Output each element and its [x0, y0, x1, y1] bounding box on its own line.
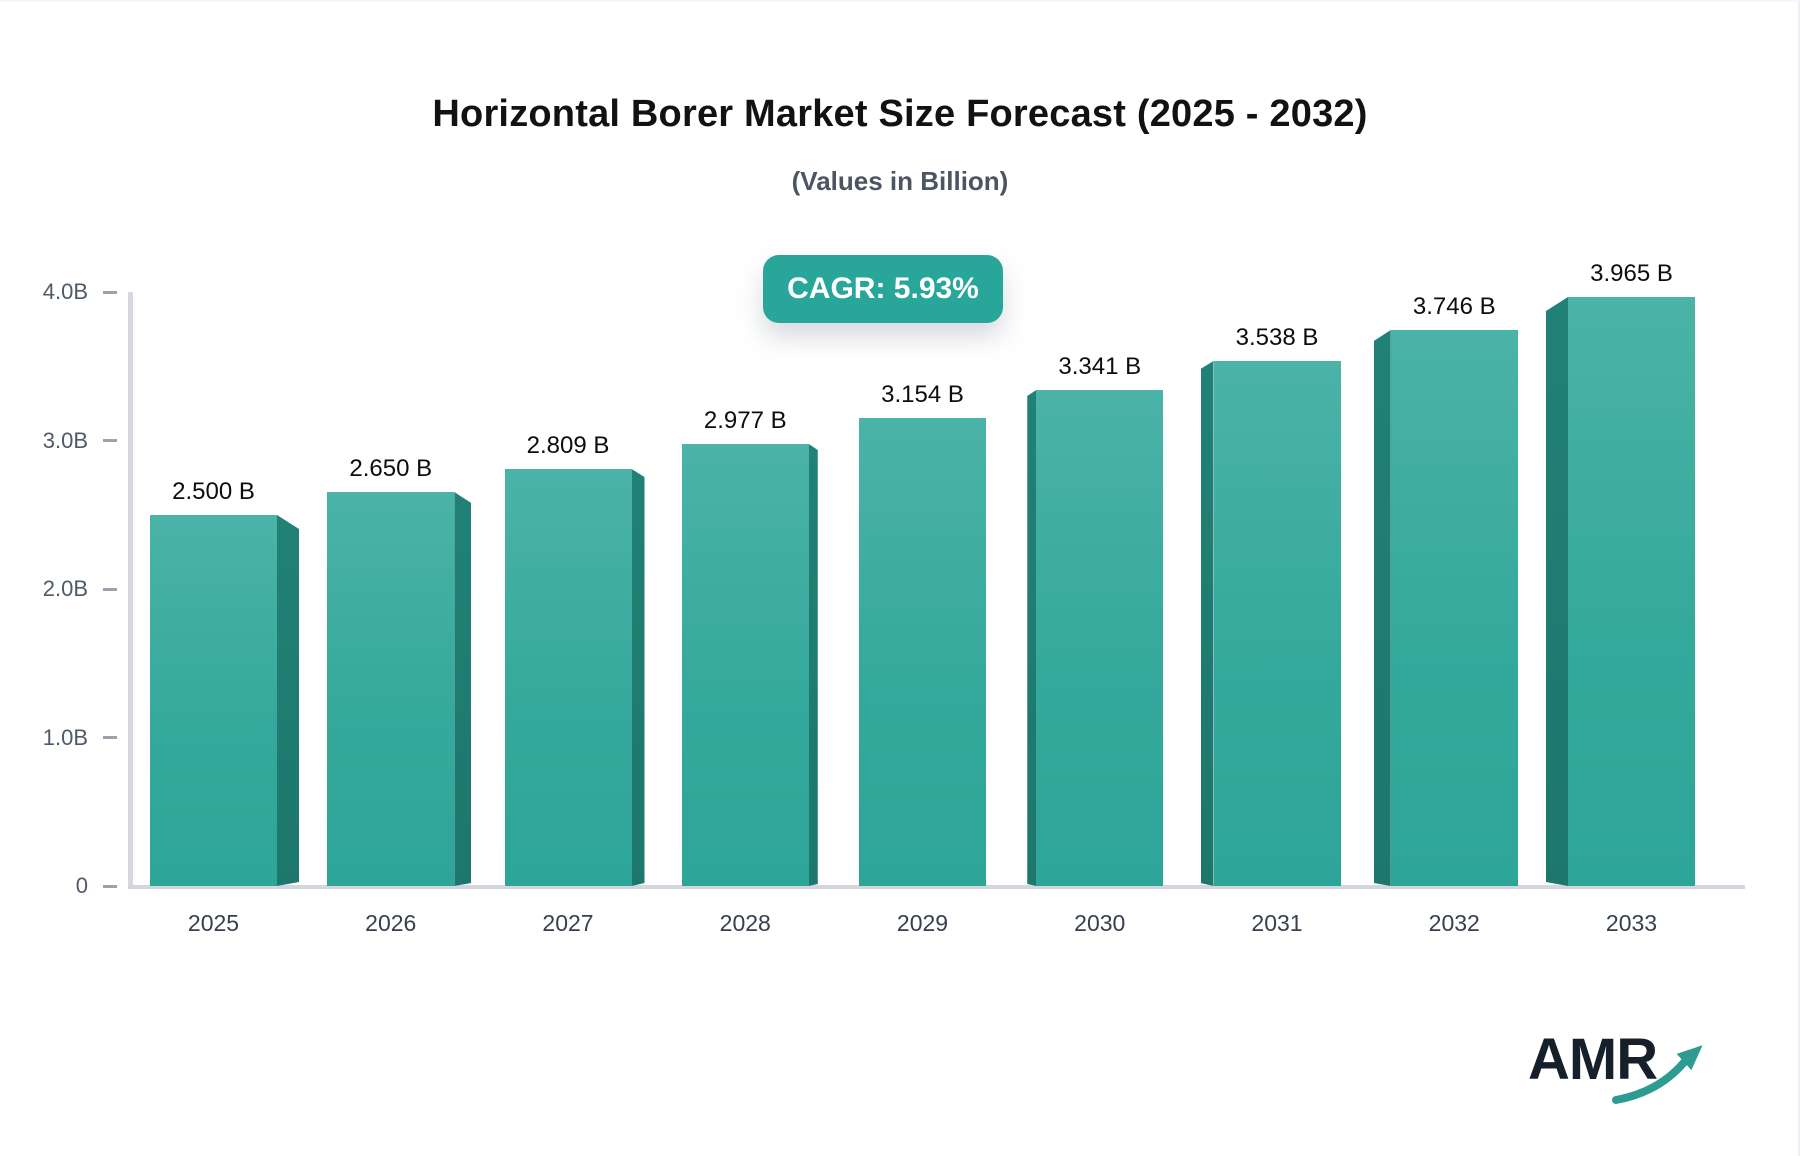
bar-value-label: 3.154 B — [881, 381, 964, 408]
x-tick-label: 2028 — [719, 910, 771, 936]
bar — [1568, 297, 1695, 886]
bar — [1036, 390, 1164, 886]
bar — [681, 444, 809, 886]
bar-value-label: 3.341 B — [1058, 353, 1142, 380]
bar — [1213, 361, 1341, 886]
chart-subtitle: (Values in Billion) — [791, 166, 1009, 196]
x-tick-label: 2031 — [1251, 910, 1303, 936]
x-tick-label: 2026 — [365, 910, 417, 936]
amr-logo-text: AMR — [1528, 1027, 1658, 1092]
bar-value-label: 2.650 B — [349, 455, 433, 482]
bar-value-label: 2.977 B — [703, 407, 787, 434]
x-tick-label: 2027 — [542, 910, 594, 936]
bar — [150, 515, 277, 886]
chart-title: Horizontal Borer Market Size Forecast (2… — [432, 93, 1368, 135]
y-tick-dash — [103, 439, 117, 442]
x-axis-baseline — [128, 885, 1745, 889]
bar-value-label: 3.965 B — [1590, 260, 1673, 287]
y-tick-label: 4.0B — [42, 279, 88, 304]
bar-3d-side — [632, 469, 645, 886]
growth-arrow-icon — [1612, 1045, 1703, 1104]
y-tick-label: 0 — [75, 873, 88, 898]
x-tick-label: 2032 — [1428, 910, 1480, 936]
bar-value-label: 2.500 B — [172, 478, 255, 505]
bar-3d-side — [809, 444, 818, 886]
bar — [1390, 330, 1518, 886]
bar-3d-side — [454, 492, 471, 886]
bar-3d-side — [1027, 390, 1036, 886]
x-tick-label: 2030 — [1074, 910, 1126, 936]
x-tick-label: 2029 — [896, 910, 949, 936]
bar-value-label: 2.809 B — [526, 432, 610, 459]
amr-logo: AMR — [1528, 1028, 1718, 1118]
bar-3d-side — [1546, 297, 1568, 886]
y-tick-label: 3.0B — [42, 427, 88, 453]
bar — [327, 492, 455, 886]
x-tick-label: 2025 — [187, 910, 240, 936]
bar-value-label: 3.538 B — [1235, 324, 1319, 351]
bar-3d-side — [1374, 330, 1391, 886]
bar-3d-side — [277, 515, 299, 886]
bar-3d-side — [1201, 361, 1214, 886]
y-tick-dash — [103, 884, 117, 888]
bar — [859, 418, 986, 886]
y-tick-label: 2.0B — [42, 576, 88, 601]
y-tick-dash — [103, 587, 117, 591]
x-tick-label: 2033 — [1605, 910, 1658, 936]
y-tick-label: 1.0B — [42, 724, 88, 750]
y-tick-dash — [103, 736, 117, 739]
bar — [504, 469, 632, 886]
y-tick-dash — [103, 290, 117, 294]
y-axis-line — [128, 292, 133, 888]
cagr-badge: CAGR: 5.93% — [763, 255, 1003, 323]
bar-value-label: 3.746 B — [1412, 293, 1496, 320]
